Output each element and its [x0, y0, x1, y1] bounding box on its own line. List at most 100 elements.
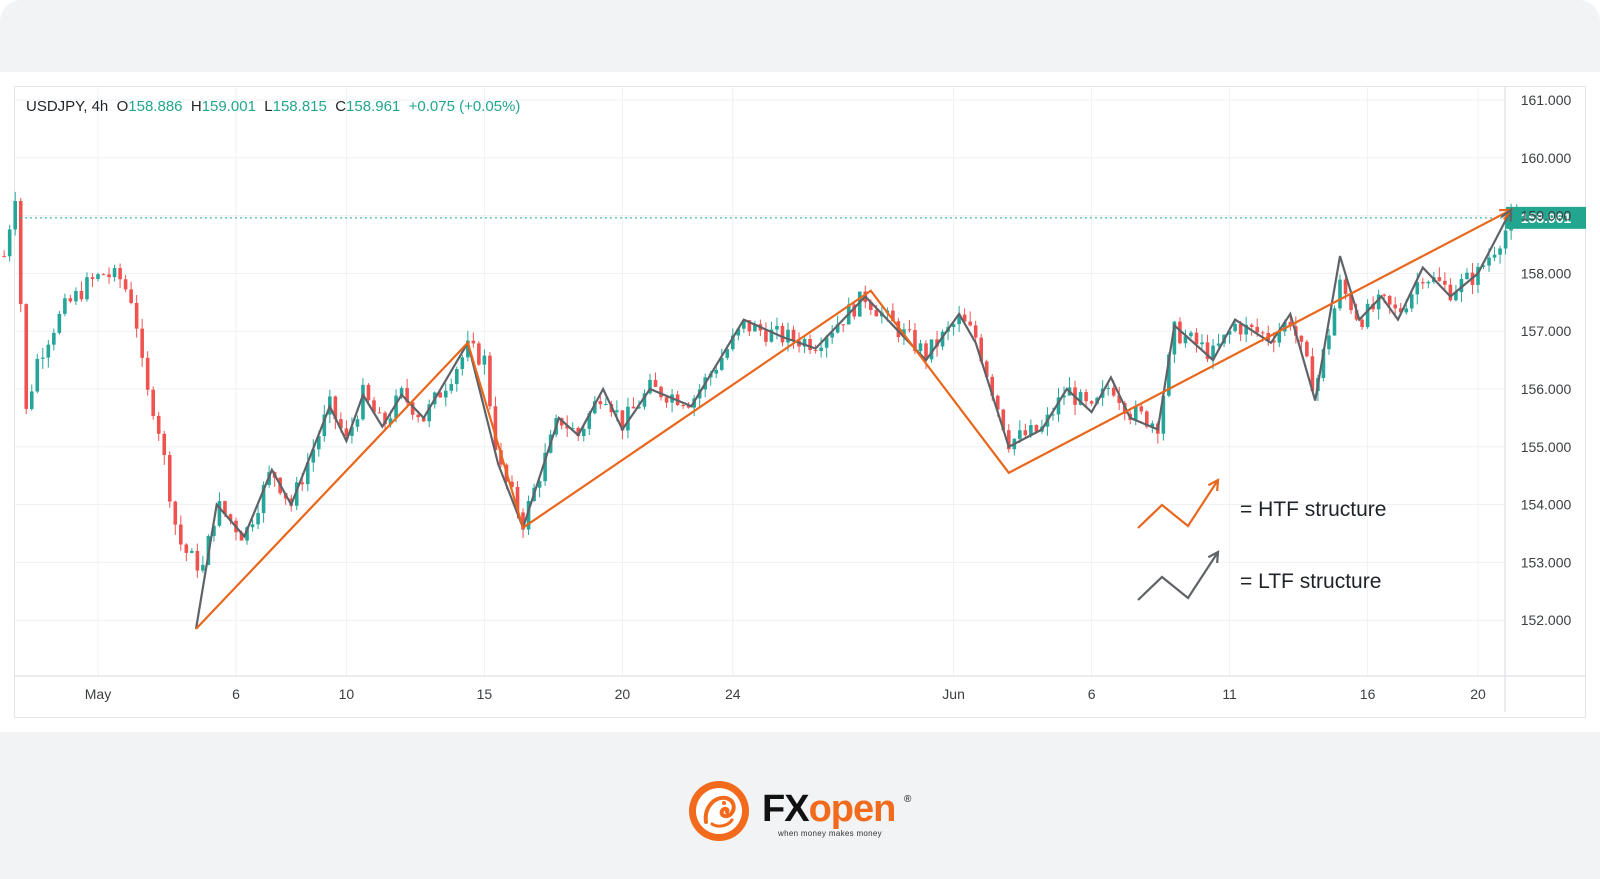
price-chart[interactable]: 158.961 161.000 160.000 159.000 158.000 157.0…: [0, 72, 1600, 732]
open-label: O: [116, 98, 129, 115]
top-band: [0, 0, 1600, 72]
candle-body: [1233, 324, 1237, 332]
candle-body: [460, 357, 465, 370]
candle-body: [46, 344, 51, 358]
candle-body: [372, 400, 376, 413]
legend-glyph-0: [1137, 479, 1219, 529]
candle-body: [813, 350, 818, 352]
candle-body: [361, 384, 365, 420]
time-tick-label: 11: [1222, 686, 1237, 702]
candle-body: [637, 406, 641, 409]
candle-body: [1459, 279, 1464, 293]
candle-body: [1376, 294, 1381, 310]
candle-body: [261, 485, 266, 514]
candle-body: [477, 343, 481, 365]
candle-body: [1249, 324, 1254, 327]
candle-body: [1283, 322, 1287, 332]
candle-body: [990, 376, 995, 396]
candle-body: [256, 513, 260, 525]
candle-body: [355, 419, 360, 427]
candle-body: [366, 384, 371, 401]
candle-body: [653, 379, 658, 387]
candle-body: [1255, 326, 1259, 333]
candle-body: [179, 524, 183, 545]
candle-body: [521, 512, 525, 530]
close-label: C: [335, 98, 347, 115]
candle-body: [537, 481, 542, 488]
candle-body: [808, 339, 812, 351]
candle-body: [74, 291, 78, 302]
candle-body: [488, 355, 492, 407]
candle-body: [565, 425, 569, 429]
candle-body: [1260, 332, 1265, 334]
candle-body: [322, 414, 327, 437]
candle-body: [1106, 387, 1110, 389]
candle-body: [769, 329, 774, 342]
candle-body: [24, 304, 29, 409]
candle-body: [162, 433, 167, 456]
candle-body: [29, 391, 34, 409]
candle-body: [1111, 387, 1116, 396]
candle-body: [1465, 272, 1469, 280]
candle-body: [979, 337, 983, 362]
candle-body: [1001, 409, 1006, 431]
chart-panel: [0, 72, 1600, 732]
time-tick-label: 6: [1088, 686, 1096, 702]
time-tick-label: 15: [477, 686, 493, 702]
candle-body: [438, 392, 443, 398]
candle-body: [995, 395, 1000, 410]
candle-body: [1343, 279, 1348, 294]
candle-body: [1062, 395, 1066, 398]
candle-body: [13, 201, 17, 230]
candle-body: [1426, 281, 1431, 284]
price-tick-label: 154.000: [1521, 497, 1572, 513]
candle-body: [239, 532, 244, 541]
candle-body: [526, 501, 531, 530]
candle-body: [664, 397, 669, 403]
brand-registered-mark: ®: [904, 794, 912, 805]
candle-body: [984, 361, 989, 377]
price-tick-label: 159.000: [1521, 208, 1572, 224]
price-tick-label: 161.000: [1521, 92, 1572, 108]
candle-body: [405, 388, 409, 403]
candle-body: [85, 277, 89, 300]
candle-body: [2, 256, 6, 258]
candle-body: [1133, 406, 1138, 420]
candle-body: [1145, 411, 1149, 427]
candle-body: [317, 436, 321, 450]
candle-body: [1498, 248, 1502, 255]
candle-body: [968, 321, 972, 326]
candle-body: [615, 410, 619, 413]
candle-body: [830, 332, 834, 338]
candle-body: [786, 329, 790, 343]
candle-body: [471, 340, 476, 344]
candle-body: [466, 340, 470, 358]
candle-body: [151, 389, 155, 416]
candle-body: [416, 414, 420, 418]
candle-body: [112, 268, 117, 278]
candle-body: [1238, 324, 1243, 335]
candle-body: [57, 313, 62, 333]
candle-body: [714, 369, 719, 374]
candle-body: [1216, 343, 1221, 346]
price-tick-label: 156.000: [1521, 381, 1572, 397]
candle-body: [1398, 308, 1403, 313]
candle-body: [1084, 392, 1088, 402]
price-tick-label: 157.000: [1521, 323, 1572, 339]
legend-arrowhead-0: [1207, 478, 1220, 492]
fxopen-wordmark: FXopen: [762, 788, 896, 831]
candle-body: [250, 524, 255, 528]
candle-body: [1305, 341, 1309, 357]
candle-body: [764, 330, 768, 342]
candle-body: [852, 304, 857, 317]
candle-body: [913, 329, 917, 351]
candle-body: [1487, 257, 1491, 266]
candle-body: [631, 406, 636, 409]
candle-body: [1200, 342, 1204, 345]
candle-body: [1338, 279, 1342, 309]
candle-body: [167, 455, 172, 502]
htf-structure-line: [195, 208, 1512, 630]
candle-body: [874, 310, 879, 317]
candle-body: [841, 324, 845, 326]
candle-body: [924, 343, 928, 360]
